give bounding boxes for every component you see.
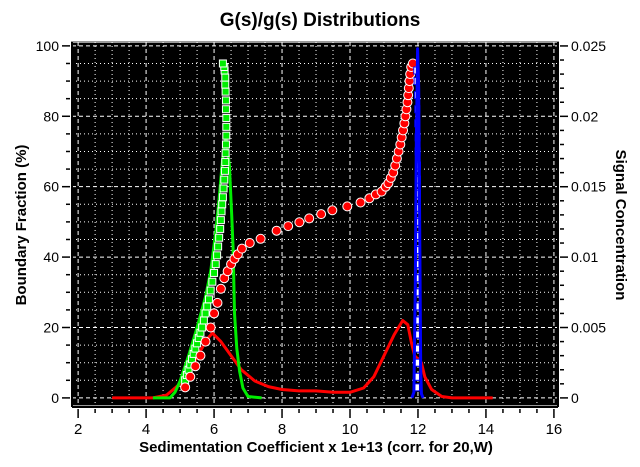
- point-green-g-s-: [199, 316, 208, 325]
- point-green-g-s-: [210, 268, 219, 277]
- point-green-g-s-: [220, 175, 229, 184]
- point-red-g-s-: [200, 336, 211, 347]
- y2-tick-label: 0.005: [571, 320, 606, 336]
- point-green-g-s-: [219, 184, 228, 193]
- y2-tick-label: 0.02: [571, 108, 598, 124]
- point-green-g-s-: [220, 166, 229, 175]
- point-green-g-s-: [216, 216, 225, 225]
- point-green-g-s-: [218, 200, 227, 209]
- point-green-g-s-: [221, 158, 230, 167]
- point-green-g-s-: [221, 73, 230, 82]
- point-red-g-s-: [294, 217, 305, 228]
- point-green-g-s-: [221, 105, 230, 114]
- y2-axis-label: Signal Concentration: [612, 150, 629, 301]
- point-green-g-s-: [214, 242, 223, 251]
- y-tick-label: 60: [43, 179, 59, 195]
- point-red-g-s-: [316, 209, 327, 220]
- point-green-g-s-: [218, 193, 227, 202]
- point-red-g-s-: [244, 238, 255, 249]
- point-green-g-s-: [222, 122, 231, 131]
- y2-tick-label: 0.01: [571, 249, 598, 265]
- series-layer: [112, 47, 493, 400]
- x-tick-label: 8: [278, 421, 286, 438]
- x-axis-label: Sedimentation Coefficient x 1e+13 (corr.…: [139, 439, 493, 456]
- point-green-g-s-: [222, 114, 231, 123]
- point-red-g-s-: [355, 197, 366, 208]
- point-red-g-s-: [271, 225, 282, 236]
- y2-tick-label: 0.015: [571, 179, 606, 195]
- point-green-g-s-: [206, 286, 215, 295]
- point-red-g-s-: [195, 350, 206, 361]
- point-red-g-s-: [209, 308, 220, 319]
- y-tick-label: 80: [43, 108, 59, 124]
- point-red-g-s-: [180, 382, 191, 393]
- point-green-g-s-: [201, 309, 210, 318]
- y-tick-label: 100: [36, 38, 60, 54]
- point-green-g-s-: [221, 87, 230, 96]
- point-green-g-s-: [213, 251, 222, 260]
- y-tick-label: 20: [43, 319, 59, 335]
- y2-tick-label: 0.025: [571, 38, 606, 54]
- point-green-g-s-: [215, 233, 224, 242]
- series-blue-g-s-: [410, 47, 425, 399]
- point-green-g-s-: [216, 224, 225, 233]
- point-red-g-s-: [190, 361, 201, 372]
- x-tick-label: 4: [142, 421, 150, 438]
- point-green-g-s-: [203, 302, 212, 311]
- point-green-g-s-: [221, 80, 230, 89]
- point-red-g-s-: [283, 221, 294, 232]
- point-green-g-s-: [222, 131, 231, 140]
- point-red-g-s-: [236, 243, 247, 254]
- point-red-g-s-: [185, 371, 196, 382]
- point-red-g-s-: [327, 205, 338, 216]
- axes: 2 4 6 8 10 12 14 16 0 20 40 60 80 100 0 0.005 0.01 0.015 0…: [36, 38, 607, 438]
- x-tick-label: 12: [410, 421, 427, 438]
- x-tick-label: 6: [210, 421, 218, 438]
- x-tick-label: 14: [478, 421, 495, 438]
- x-tick-label: 16: [546, 421, 563, 438]
- point-green-g-s-: [198, 323, 207, 332]
- point-green-g-s-: [221, 149, 230, 158]
- plot-area: [71, 41, 559, 407]
- point-green-g-s-: [204, 295, 213, 304]
- point-red-g-s-: [212, 297, 223, 308]
- point-green-g-s-: [221, 96, 230, 105]
- x-tick-label: 10: [342, 421, 359, 438]
- point-green-g-s-: [218, 59, 227, 68]
- point-red-g-s-: [255, 233, 266, 244]
- point-green-g-s-: [221, 140, 230, 149]
- y2-tick-label: 0: [571, 390, 579, 406]
- series-red-g-s-: [180, 58, 418, 393]
- point-green-g-s-: [211, 260, 220, 269]
- point-green-g-s-: [208, 277, 217, 286]
- line-blue-g-s-: [410, 47, 425, 399]
- point-red-g-s-: [342, 201, 353, 212]
- point-red-g-s-: [304, 213, 315, 224]
- point-green-g-s-: [217, 207, 226, 216]
- y-tick-label: 0: [51, 390, 59, 406]
- y-axis-label: Boundary Fraction (%): [13, 145, 30, 306]
- point-red-g-s-: [205, 322, 216, 333]
- y-tick-label: 40: [43, 249, 59, 265]
- chart-title: G(s)/g(s) Distributions: [220, 10, 421, 31]
- point-red-g-s-: [215, 283, 226, 294]
- x-tick-label: 2: [74, 421, 82, 438]
